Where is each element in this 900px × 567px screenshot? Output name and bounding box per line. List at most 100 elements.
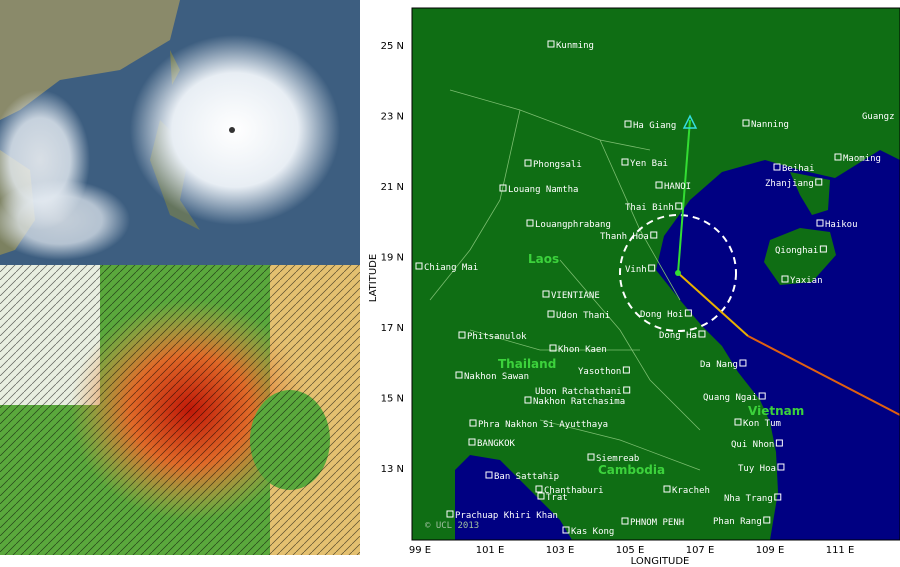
lon-tick-label: 101 E xyxy=(476,545,505,556)
city-label: Quang Ngai xyxy=(703,393,757,403)
city-label: Thai Binh xyxy=(625,203,674,213)
lon-tick-label: 103 E xyxy=(546,545,575,556)
lon-tick-label: 109 E xyxy=(756,545,785,556)
city-label: Siemreab xyxy=(596,454,639,464)
city-marker xyxy=(774,493,782,501)
lat-tick-label: 21 N xyxy=(381,182,404,193)
city-label: Dong Hoi xyxy=(640,310,683,320)
city-label: Ubon Ratchathani xyxy=(535,387,622,397)
city-label: PHNOM PENH xyxy=(630,518,684,528)
city-label: Khon Kaen xyxy=(558,345,607,355)
city-label: Qionghai xyxy=(775,246,818,256)
city-marker xyxy=(675,202,683,210)
city-marker xyxy=(781,275,789,283)
city-label: Nha Trang xyxy=(724,494,773,504)
lat-tick-label: 13 N xyxy=(381,464,404,475)
city-marker xyxy=(468,438,476,446)
city-marker xyxy=(415,262,423,270)
city-label: Kracheh xyxy=(672,486,710,496)
country-label: Vietnam xyxy=(748,404,804,418)
city-label: Louang Namtha xyxy=(508,185,578,195)
city-label: Kunming xyxy=(556,41,594,51)
city-marker xyxy=(655,181,663,189)
city-marker xyxy=(698,330,706,338)
city-marker xyxy=(777,463,785,471)
city-label: Chanthaburi xyxy=(544,486,604,496)
city-label: Yasothon xyxy=(578,367,621,377)
city-marker xyxy=(624,120,632,128)
lat-tick-label: 17 N xyxy=(381,323,404,334)
city-label: Udon Thani xyxy=(556,311,610,321)
city-marker xyxy=(621,158,629,166)
city-marker xyxy=(663,485,671,493)
country-label: Laos xyxy=(528,252,559,266)
city-label: Kas Kong xyxy=(571,527,614,537)
city-label: Qui Nhon xyxy=(731,440,774,450)
city-marker xyxy=(621,517,629,525)
city-label: Vinh xyxy=(625,265,647,275)
city-marker xyxy=(446,510,454,518)
city-label: Yaxian xyxy=(790,276,823,286)
city-label: Chiang Mai xyxy=(424,263,478,273)
city-marker xyxy=(622,366,630,374)
city-marker xyxy=(623,386,631,394)
city-label: Trat xyxy=(546,493,568,503)
city-label: Phan Rang xyxy=(713,517,762,527)
wind-map xyxy=(0,265,360,567)
city-label: Thanh Hoa xyxy=(600,232,649,242)
lat-tick-label: 23 N xyxy=(381,112,404,123)
x-axis-label: LONGITUDE xyxy=(631,556,690,567)
city-marker xyxy=(562,526,570,534)
lon-tick-label: 99 E xyxy=(409,545,431,556)
city-label: Yen Bai xyxy=(630,159,668,169)
city-label: Tuy Hoa xyxy=(738,464,776,474)
city-label: Phongsali xyxy=(533,160,582,170)
city-label: Da Nang xyxy=(700,360,738,370)
city-label: Prachuap Khiri Khan xyxy=(455,511,558,521)
city-label: Haikou xyxy=(825,220,858,230)
city-label: Maoming xyxy=(843,154,881,164)
city-marker xyxy=(549,344,557,352)
city-label: Kon Tum xyxy=(743,419,781,429)
city-label: BANGKOK xyxy=(477,439,516,449)
city-marker xyxy=(816,219,824,227)
city-label: Nakhon Sawan xyxy=(464,372,529,382)
city-label: Beihai xyxy=(782,164,815,174)
lat-tick-label: 15 N xyxy=(381,394,404,405)
city-marker xyxy=(587,453,595,461)
city-label: Phitsanulok xyxy=(467,332,527,342)
lat-tick-label: 25 N xyxy=(381,41,404,52)
city-label: Ban Sattahip xyxy=(494,472,559,482)
y-axis-label: LATITUDE xyxy=(368,254,379,302)
city-label: Ha Giang xyxy=(633,121,676,131)
city-marker xyxy=(547,40,555,48)
city-marker xyxy=(455,371,463,379)
city-marker xyxy=(648,264,656,272)
country-label: Thailand xyxy=(498,357,556,371)
city-marker xyxy=(775,439,783,447)
city-label: Zhanjiang xyxy=(765,179,814,189)
satellite-image xyxy=(0,0,360,265)
city-marker xyxy=(684,309,692,317)
city-label: VIENTIANE xyxy=(551,291,600,301)
city-marker xyxy=(526,219,534,227)
city-marker xyxy=(650,231,658,239)
city-label: Louangphrabang xyxy=(535,220,611,230)
city-marker xyxy=(499,184,507,192)
lon-tick-label: 107 E xyxy=(686,545,715,556)
lon-tick-label: 105 E xyxy=(616,545,645,556)
lon-tick-label: 111 E xyxy=(826,545,855,556)
city-marker xyxy=(773,163,781,171)
city-marker xyxy=(469,419,477,427)
city-label: HANOI xyxy=(664,182,691,192)
city-marker xyxy=(542,290,550,298)
city-marker xyxy=(524,159,532,167)
country-label: Cambodia xyxy=(598,463,665,477)
city-label: Nanning xyxy=(751,120,789,130)
copyright: © UCL 2013 xyxy=(425,521,479,531)
city-marker xyxy=(742,119,750,127)
city-marker xyxy=(734,418,742,426)
city-marker xyxy=(458,331,466,339)
city-marker xyxy=(547,310,555,318)
city-marker xyxy=(535,485,543,493)
